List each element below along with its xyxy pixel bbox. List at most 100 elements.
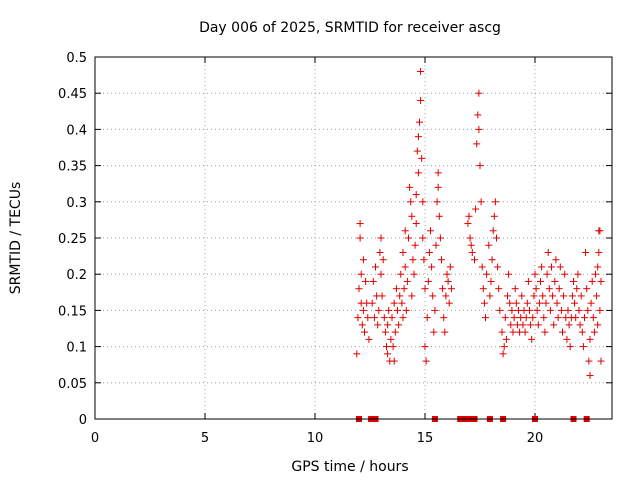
data-point [584, 306, 592, 314]
data-point [568, 292, 576, 300]
data-point [434, 183, 442, 191]
data-point [537, 277, 544, 285]
data-point [522, 314, 530, 322]
data-point [529, 314, 537, 322]
data-point [505, 270, 513, 278]
data-point [428, 263, 436, 271]
data-point [354, 314, 362, 322]
data-point [518, 292, 526, 300]
data-point [355, 285, 363, 293]
data-point [396, 292, 404, 300]
data-point [534, 321, 542, 329]
data-point [362, 277, 370, 285]
data-point [387, 335, 395, 343]
data-point [571, 299, 579, 307]
chart-title: Day 006 of 2025, SRMTID for receiver asc… [199, 20, 501, 36]
data-point [553, 299, 561, 307]
data-point [479, 285, 487, 293]
data-point [399, 314, 407, 322]
data-point [420, 256, 428, 264]
data-point [378, 292, 386, 300]
data-point [402, 306, 410, 314]
data-point [381, 328, 389, 336]
data-point [401, 227, 409, 235]
data-point [394, 306, 401, 314]
data-point [401, 263, 409, 271]
data-point [501, 314, 509, 322]
data-point [526, 306, 533, 314]
y-tick-label: 0.45 [58, 87, 87, 102]
data-point [408, 292, 416, 300]
data-point [530, 292, 538, 300]
data-point [384, 321, 392, 329]
data-point [377, 234, 385, 242]
data-point [385, 306, 393, 314]
data-point [384, 350, 392, 358]
data-point [483, 270, 491, 278]
data-point [531, 270, 539, 278]
data-point [472, 205, 480, 213]
data-point [390, 299, 398, 307]
data-point [390, 357, 398, 365]
data-point [411, 241, 419, 249]
y-tick-label: 0.5 [66, 51, 87, 66]
data-point [476, 162, 484, 170]
x-axis-label: GPS time / hours [291, 459, 408, 475]
data-point [512, 299, 520, 307]
y-tick-label: 0.25 [58, 232, 87, 247]
data-point [550, 321, 558, 329]
data-point [588, 277, 596, 285]
data-point [422, 357, 430, 365]
data-point [557, 306, 565, 314]
points-layer [353, 67, 605, 422]
data-point [414, 169, 422, 177]
y-tick-label: 0.15 [58, 304, 87, 319]
data-point [391, 328, 399, 336]
data-point [446, 263, 454, 271]
data-point [389, 343, 397, 351]
data-point [542, 299, 550, 307]
data-point [435, 212, 443, 220]
data-point [596, 227, 604, 235]
data-point [403, 277, 411, 285]
data-point [431, 306, 439, 314]
data-point [561, 270, 569, 278]
data-point [578, 328, 586, 336]
data-point [400, 285, 408, 293]
data-point [565, 321, 573, 329]
data-point [395, 321, 403, 329]
data-point [443, 270, 451, 278]
data-point [377, 270, 385, 278]
data-point [566, 343, 574, 351]
data-point [480, 299, 488, 307]
data-point [586, 335, 594, 343]
data-point [447, 285, 455, 293]
data-point [361, 328, 368, 336]
data-point [549, 292, 557, 300]
data-point [359, 256, 367, 264]
data-point [495, 285, 503, 293]
data-point [509, 328, 517, 336]
data-point [436, 234, 444, 242]
data-point [533, 306, 541, 314]
data-point [487, 277, 495, 285]
y-tick-label: 0.1 [66, 341, 87, 356]
data-point [540, 314, 548, 322]
data-point [465, 212, 473, 220]
plot-frame [94, 56, 613, 420]
data-point [507, 321, 515, 329]
data-point [563, 335, 571, 343]
data-point [575, 306, 583, 314]
y-tick-label: 0.3 [66, 196, 87, 211]
data-point [413, 147, 421, 155]
data-point [524, 277, 532, 285]
data-point [474, 111, 482, 119]
data-point [482, 314, 489, 322]
data-point [374, 321, 382, 329]
data-point [596, 306, 604, 314]
data-point [397, 270, 405, 278]
data-point [369, 277, 377, 285]
data-point [370, 314, 378, 322]
x-tick-label: 0 [91, 431, 99, 446]
